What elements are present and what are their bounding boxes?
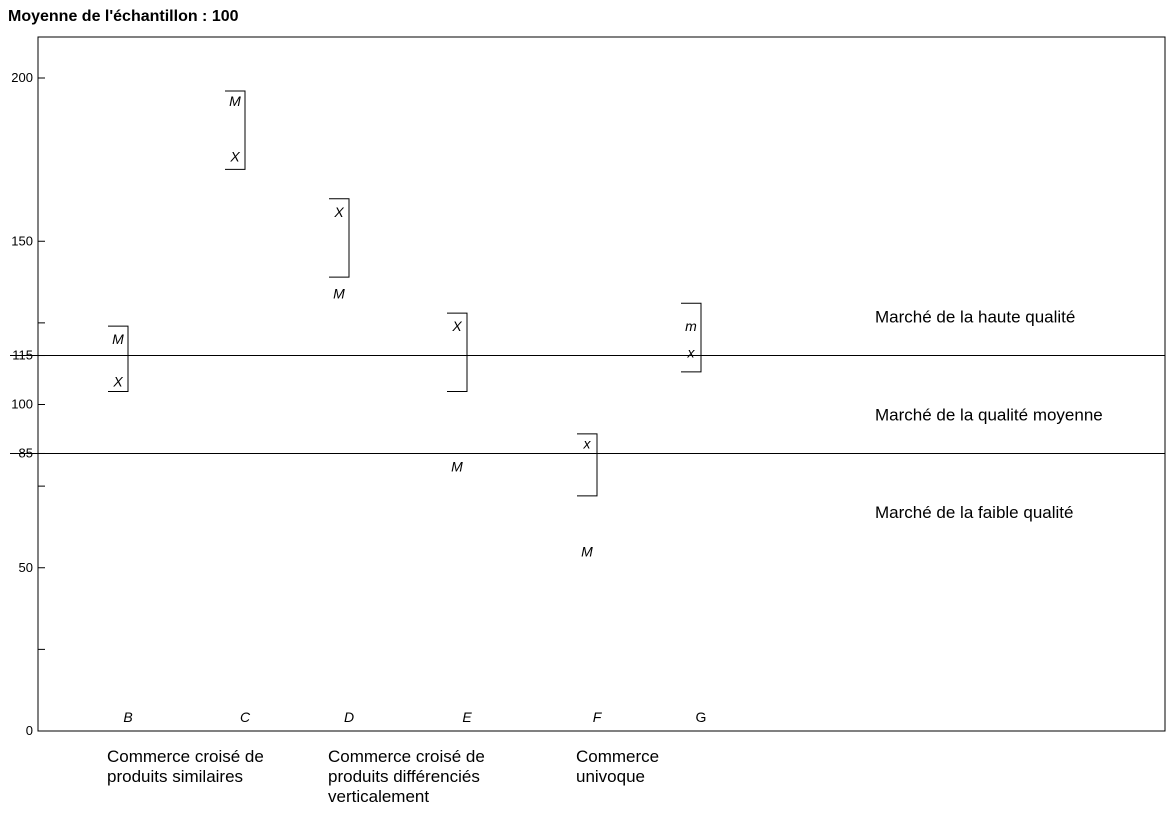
- y-tick-label: 200: [11, 70, 33, 85]
- group-label-line: Commerce croisé de: [107, 747, 264, 766]
- x-category-label: C: [240, 709, 251, 725]
- y-tick-label: 150: [11, 233, 33, 248]
- group-label-line: Commerce croisé de: [328, 747, 485, 766]
- zone-labels: Marché de la haute qualité Marché de la q…: [875, 307, 1103, 522]
- zone-label: Marché de la faible qualité: [875, 503, 1073, 522]
- range-bracket: [108, 325, 129, 392]
- range-bracket: [225, 90, 246, 170]
- data-mark: X: [451, 318, 462, 334]
- range-bracket: [329, 198, 350, 278]
- range-bracket: [447, 312, 468, 392]
- data-mark: x: [687, 344, 696, 360]
- chart-title: Moyenne de l'échantillon : 100: [8, 8, 239, 25]
- reference-lines: [10, 355, 1165, 454]
- data-mark: m: [685, 318, 697, 334]
- group-label-line: Commerce: [576, 747, 659, 766]
- y-tick-label: 0: [26, 723, 33, 738]
- y-tick-label: 100: [11, 397, 33, 412]
- x-category-label: D: [344, 709, 354, 725]
- group-label-line: verticalement: [328, 787, 429, 806]
- range-bracket: [577, 433, 598, 497]
- data-mark: X: [112, 374, 123, 390]
- x-category-label: F: [593, 709, 603, 725]
- range-bracket: [681, 302, 702, 373]
- data-mark: M: [112, 331, 124, 347]
- y-tick-label: 50: [19, 560, 33, 575]
- category-labels: B C D E F G: [123, 709, 706, 725]
- group-label: Commerce univoque: [576, 747, 659, 786]
- x-category-label: G: [696, 709, 707, 725]
- group-label-line: produits différenciés: [328, 767, 480, 786]
- data-mark: M: [333, 285, 345, 301]
- group-label-line: univoque: [576, 767, 645, 786]
- group-label: Commerce croisé de produits différenciés v…: [328, 747, 485, 806]
- plot-frame: [37, 36, 1166, 732]
- data-mark: X: [333, 204, 344, 220]
- zone-label: Marché de la qualité moyenne: [875, 405, 1103, 424]
- group-label: Commerce croisé de produits similaires: [107, 747, 264, 786]
- group-label-line: produits similaires: [107, 767, 243, 786]
- data-mark: M: [229, 93, 241, 109]
- x-category-label: B: [123, 709, 132, 725]
- data-mark: X: [229, 148, 240, 164]
- data-mark: x: [583, 436, 592, 452]
- x-category-label: E: [462, 709, 472, 725]
- data-mark: M: [581, 543, 593, 559]
- group-labels: Commerce croisé de produits similairesCom…: [107, 747, 659, 806]
- zone-label: Marché de la haute qualité: [875, 307, 1075, 326]
- data-mark: M: [451, 459, 463, 475]
